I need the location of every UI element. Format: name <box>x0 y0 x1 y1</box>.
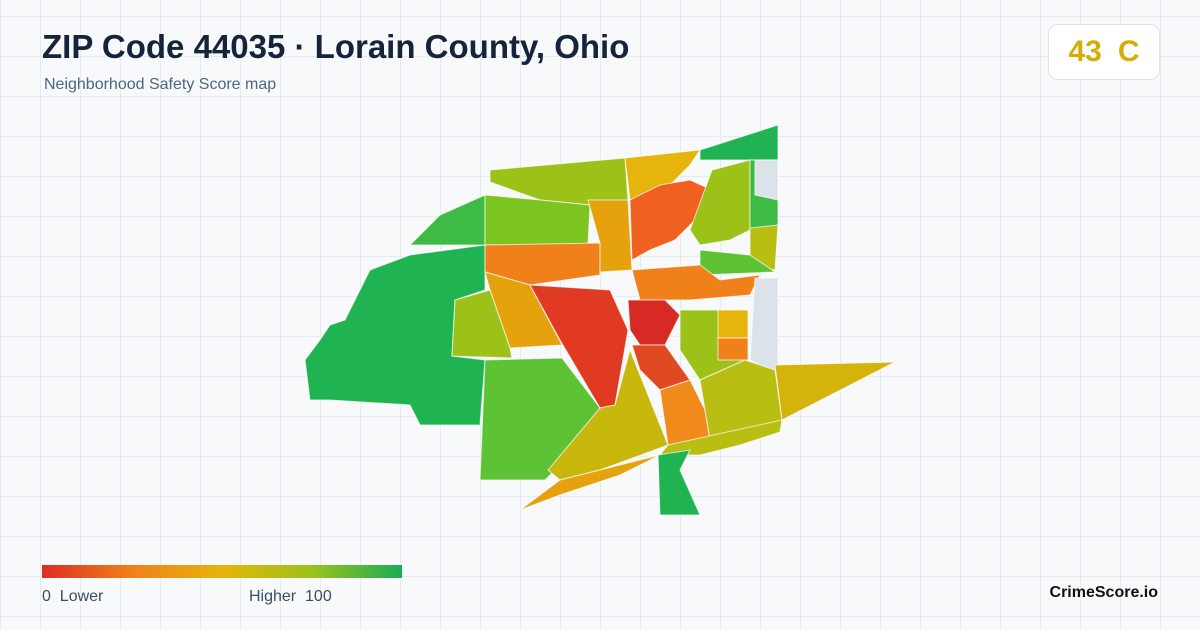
region <box>717 309 749 339</box>
region <box>547 348 669 481</box>
legend-max: 100 <box>305 588 332 605</box>
score-badge: 43 C <box>1048 24 1160 80</box>
region <box>754 159 779 201</box>
subtitle: Neighborhood Safety Score map <box>44 76 277 93</box>
title: ZIP Code 44035 · Lorain County, Ohio <box>42 28 630 65</box>
region <box>627 299 681 346</box>
score-value: 43 <box>1068 35 1102 68</box>
region <box>484 242 601 286</box>
region <box>484 271 563 349</box>
region <box>717 337 749 361</box>
region <box>484 194 591 246</box>
score-grade: C <box>1117 35 1140 68</box>
legend-gradient <box>42 565 402 578</box>
region <box>749 277 779 376</box>
region <box>657 449 701 516</box>
legend-max-label: Higher <box>249 588 297 605</box>
region <box>408 194 486 246</box>
region <box>699 124 779 161</box>
legend-min: 0 <box>42 588 51 605</box>
region <box>774 361 896 421</box>
brand: CrimeScore.io <box>1049 584 1158 601</box>
legend-high: Higher 100 <box>249 588 332 606</box>
legend-min-label: Lower <box>59 588 104 605</box>
legend-low: 0 Lower <box>42 588 103 606</box>
region <box>749 224 779 271</box>
region <box>451 289 513 359</box>
region <box>587 199 633 273</box>
